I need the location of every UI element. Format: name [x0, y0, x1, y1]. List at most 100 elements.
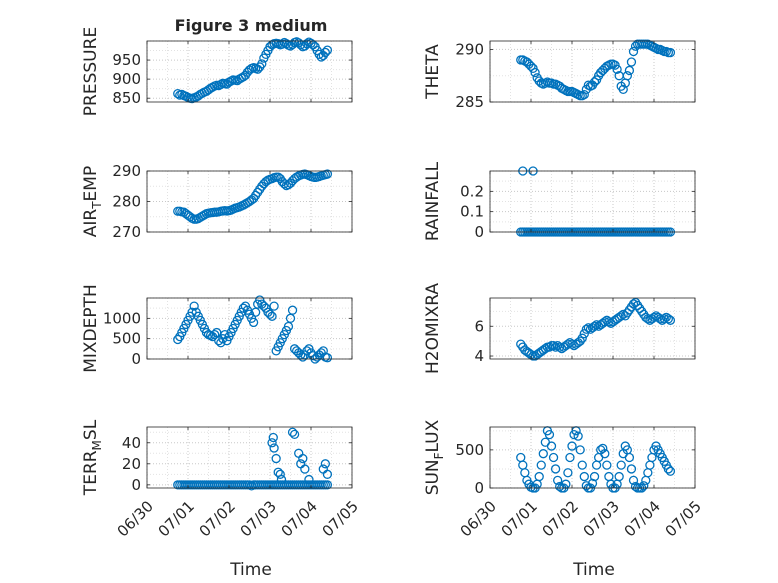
y-tick-label: 0.1: [460, 203, 484, 221]
y-tick-label: 850: [112, 89, 141, 107]
data-point: [271, 453, 281, 464]
data-point: [322, 169, 333, 179]
axes-box: [489, 170, 696, 233]
data-point: [567, 339, 577, 349]
x-tick-label: 07/04: [621, 497, 664, 540]
data-point: [579, 89, 589, 100]
data-point: [624, 452, 635, 463]
x-tick-label: 06/30: [114, 497, 157, 540]
data-point: [628, 475, 639, 486]
y-axis-label: AIRTEMP: [81, 166, 104, 237]
data-point: [530, 67, 540, 78]
data-point: [612, 64, 622, 75]
y-axis-label: THETA: [423, 44, 443, 100]
data-point: [600, 449, 610, 459]
y-axis-label: H2OMIXRA: [423, 283, 443, 374]
data-point: [553, 475, 563, 486]
x-tick-label: 07/01: [155, 497, 198, 540]
figure-title: Figure 3 medium: [175, 16, 328, 35]
data-point: [659, 314, 669, 324]
data-point: [304, 474, 314, 485]
x-tick-label: 06/30: [457, 497, 500, 540]
data-point: [579, 471, 589, 482]
data-point: [555, 342, 565, 352]
y-tick-label: 0: [474, 223, 484, 241]
x-axis-label-right: Time: [572, 560, 615, 580]
data-point: [320, 47, 331, 58]
rainfall-panel: 0 0.1 0.2 RAINFALL: [423, 161, 696, 241]
data-point: [267, 311, 277, 321]
y-tick-label: 0.2: [460, 182, 484, 200]
data-point: [287, 305, 298, 315]
y-tick-label: 1000: [103, 309, 141, 327]
data-markers: [173, 37, 333, 104]
data-point: [322, 45, 333, 55]
y-axis-label: MIXDEPTH: [81, 284, 101, 373]
data-point: [589, 471, 600, 482]
y-tick-label: 4: [474, 347, 484, 365]
x-tick-label: 07/02: [196, 497, 239, 540]
y-tick-label: 40: [122, 434, 141, 452]
data-point: [628, 46, 639, 57]
data-point: [589, 321, 600, 331]
data-point: [526, 61, 536, 71]
data-point: [548, 452, 559, 463]
data-point: [298, 453, 308, 464]
y-tick-label: 6: [474, 317, 484, 335]
data-point: [587, 478, 598, 489]
data-markers: [173, 169, 333, 224]
data-point: [536, 460, 546, 470]
axes-box: [489, 40, 696, 103]
data-point: [665, 466, 676, 476]
data-point: [563, 468, 573, 478]
data-point: [248, 317, 259, 328]
x-tick-label: 07/02: [539, 497, 582, 540]
y-tick-label: 290: [112, 162, 141, 180]
data-point: [602, 460, 612, 470]
x-axis-label-left: Time: [229, 560, 272, 580]
data-point: [628, 299, 639, 309]
data-point: [173, 88, 183, 99]
data-point: [269, 301, 279, 311]
data-point: [555, 481, 565, 492]
data-point: [314, 49, 324, 59]
x-tick-label: 07/04: [278, 497, 321, 540]
data-point: [538, 449, 548, 459]
data-point: [665, 315, 676, 325]
theta-panel: 285 290 THETA: [423, 39, 696, 111]
axes-box: [489, 297, 696, 360]
data-point: [624, 65, 635, 76]
y-tick-label: 0: [474, 479, 484, 497]
data-point: [275, 469, 285, 479]
data-point: [581, 324, 591, 334]
axes-box: [146, 40, 353, 103]
data-point: [269, 443, 279, 453]
axes-box: [489, 426, 696, 489]
data-point: [279, 179, 290, 189]
data-point: [649, 312, 659, 322]
data-point: [626, 57, 637, 67]
data-point: [544, 429, 555, 440]
data-point: [216, 79, 226, 90]
y-axis-label: RAINFALL: [423, 161, 443, 241]
data-point: [616, 460, 626, 470]
y-tick-label: 0: [131, 350, 141, 368]
x-tick-label: 07/03: [580, 497, 623, 540]
data-point: [618, 309, 628, 320]
data-point: [300, 464, 310, 474]
data-point: [534, 471, 544, 482]
x-tick-label: 07/01: [498, 497, 541, 540]
data-point: [577, 333, 587, 343]
data-markers: [173, 295, 333, 364]
data-point: [573, 431, 583, 441]
air-temp-panel: 270 280 290 AIRTEMP: [81, 162, 353, 241]
data-point: [583, 323, 594, 333]
data-point: [618, 84, 628, 95]
data-point: [567, 441, 577, 451]
data-point: [589, 77, 600, 87]
data-point: [322, 469, 333, 479]
data-point: [320, 459, 331, 469]
